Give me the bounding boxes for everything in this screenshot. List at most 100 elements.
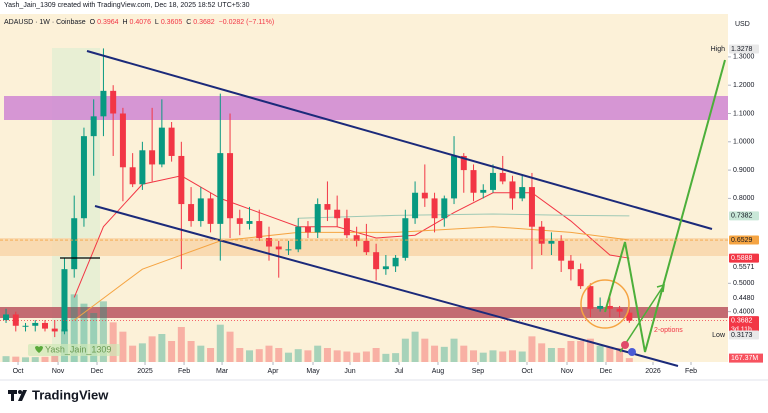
candle-body [129,167,136,185]
price-label-box [729,235,759,245]
volume-bar [596,345,604,362]
price-label-sub: 3d 11h [731,326,752,333]
volume-bar [255,349,263,362]
volume-bar [460,345,468,362]
volume-bar [119,331,127,362]
annotation: 2-options [654,327,683,334]
c-tag: C [186,19,192,26]
x-tick-label: Dec [91,368,104,375]
x-tick-label: Dec [600,368,613,375]
level-label: 0.4480 [733,295,755,302]
price-label-box [729,330,759,340]
volume-bar [22,357,30,362]
candle-body [22,325,29,327]
volume-label-box [729,353,763,363]
candle-body [178,155,185,205]
volume-bar [382,353,390,362]
candle-body [421,192,428,199]
volume-bar [440,346,448,362]
candle-body [265,238,272,247]
channel-bottom [94,205,679,367]
volume-bar [129,345,137,362]
candle-body [528,187,535,227]
candle-body [236,218,243,224]
x-tick-label: Aug [432,368,445,375]
candle-body [431,198,438,219]
volume-bar [586,338,594,362]
candle-body [382,266,389,270]
volume-bar [109,322,117,362]
price-label: 0.3173 [731,332,753,339]
volume-bar [207,348,215,362]
volume-bar [2,356,10,362]
volume-bar [401,338,409,362]
y-tick-label: 0.8000 [733,195,755,202]
candle-body [519,187,526,199]
volume-bar [158,334,166,362]
candle-body [80,136,87,219]
candle-body [412,192,419,219]
candle-body [119,113,126,168]
volume-bar [606,346,614,362]
price-label: 0.7382 [731,213,753,220]
candle-body [451,155,458,199]
currency: USD [735,21,750,28]
x-tick-label: Feb [178,368,190,375]
h-tag: H [122,19,128,26]
candle-body [61,269,68,332]
price-label-box [729,211,759,221]
volume-bar [265,345,273,362]
volume-bar [421,338,429,362]
x-tick-label: Jul [395,368,404,375]
watermark: Yash_Jain_1309 [45,344,111,354]
volume-bar [138,343,146,362]
y-tick-label: 1.0000 [733,139,755,146]
x-tick-label: Nov [52,368,65,375]
candle-body [90,116,97,137]
volume-bar [99,301,107,362]
price-label-box [729,316,759,335]
x-tick-label: Oct [13,368,24,375]
volume-bar [333,350,341,362]
volume-bar [148,336,156,362]
candle-body [149,150,156,165]
y-tick-label: 0.4000 [733,308,755,315]
candle-body [441,198,448,219]
y-tick-label: 1.2000 [733,82,755,89]
candle-body [71,218,78,270]
volume-bar [577,341,585,362]
volume-bar [508,350,516,362]
candle-body [51,328,58,332]
candle-body [577,269,584,287]
price-label-tag: High [711,46,726,53]
o-tag: O [89,19,96,26]
x-tick-label: Sep [472,368,485,375]
x-tick-label: 2025 [137,368,153,375]
volume-bar [12,356,20,362]
candle-body [538,226,545,244]
volume-bar [616,348,624,362]
path-arrow [604,59,726,353]
candle-body [343,218,350,236]
volume-bar [246,350,254,362]
volume-bar [353,352,361,362]
volume-bar [314,345,322,362]
candle-body [597,305,604,309]
candle-body [548,240,555,244]
candle-body [275,246,282,250]
volume-bar [528,336,536,362]
candle-body [304,226,311,233]
author-line: Yash_Jain_1309 created with TradingView.… [4,2,250,9]
volume-bar [625,358,633,362]
candle-body [110,90,117,114]
legend: ADAUSD · 1W · Coinbase O 0.3964 H 0.4076 L… [4,19,276,26]
volume-bar [538,343,546,362]
candle-body [207,198,214,224]
volume-bar [499,351,507,362]
candle-body [227,153,234,219]
candle-body [32,322,39,326]
candle-body [314,204,321,233]
price-label: 1.3278 [731,46,753,53]
candle-body [197,198,204,222]
